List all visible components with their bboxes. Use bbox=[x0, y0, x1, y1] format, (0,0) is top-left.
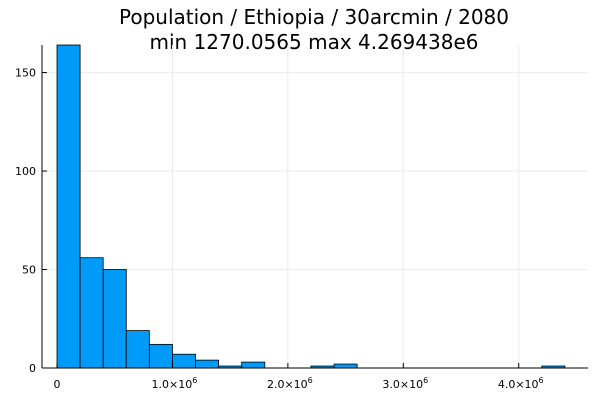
tick-labels: 0 50 100 150 0 1.0×106 2.0×106 3.0×106 4.0×106 bbox=[15, 67, 544, 391]
x-tick-exponent: 6 bbox=[539, 376, 544, 385]
x-tick-exponent: 6 bbox=[308, 376, 313, 385]
x-tick-label: 1.0×106 bbox=[152, 376, 198, 391]
histogram-bar bbox=[102, 269, 127, 369]
chart-title-line1: Population / Ethiopia / 30arcmin / 2080 bbox=[119, 5, 509, 29]
x-tick-label: 3.0×106 bbox=[382, 376, 428, 391]
x-tick-label: 4.0×106 bbox=[498, 376, 544, 391]
x-tick-label: 2.0×106 bbox=[267, 376, 313, 391]
histogram-bar bbox=[195, 359, 220, 369]
histogram-bar bbox=[148, 343, 173, 369]
y-tick-label: 50 bbox=[22, 264, 36, 277]
y-tick-label: 150 bbox=[15, 67, 36, 80]
histogram-bar bbox=[172, 353, 196, 369]
histogram-bar bbox=[333, 363, 358, 369]
x-tick-label: 0 bbox=[54, 378, 61, 391]
histogram-bar bbox=[79, 257, 104, 369]
histogram-bar bbox=[241, 361, 266, 369]
x-tick-exponent: 6 bbox=[192, 376, 197, 385]
histogram-bars bbox=[56, 44, 566, 369]
histogram-bar bbox=[125, 330, 150, 369]
axes bbox=[41, 45, 588, 369]
y-tick-label: 100 bbox=[15, 165, 36, 178]
y-tick-label: 0 bbox=[29, 362, 36, 375]
histogram-bar bbox=[56, 44, 81, 369]
x-tick-exponent: 6 bbox=[423, 376, 428, 385]
chart-title-line2: min 1270.0565 max 4.269438e6 bbox=[150, 30, 479, 54]
